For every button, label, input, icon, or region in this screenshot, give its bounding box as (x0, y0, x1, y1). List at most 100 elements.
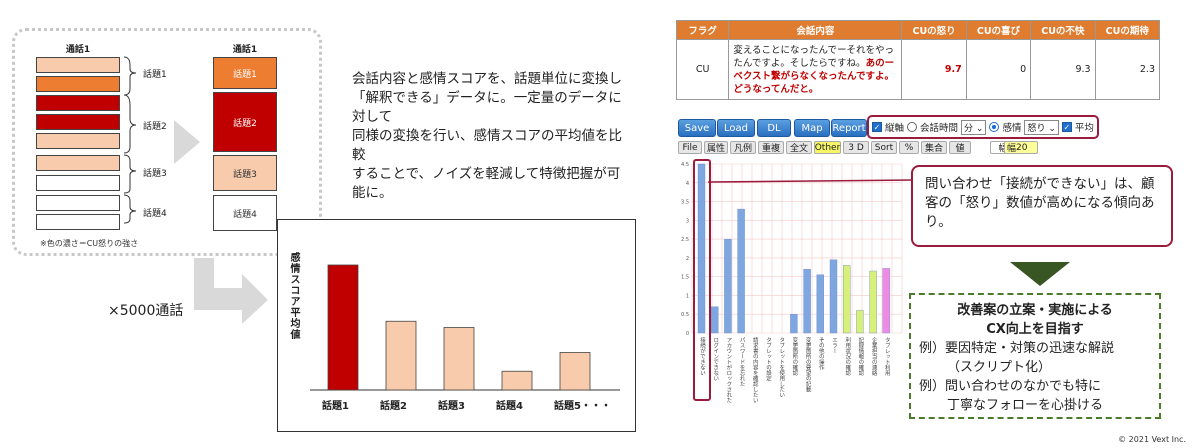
th-flag: フラグ (675, 20, 730, 40)
cell-discomfort: 9.3 (1030, 39, 1096, 100)
tab-10[interactable]: 値 (949, 141, 971, 154)
app-y-tick: 3 (686, 218, 689, 224)
map-button[interactable]: Map (794, 119, 830, 137)
th-anger: CUの怒り (901, 20, 967, 40)
tab-2[interactable]: 凡例 (730, 141, 756, 154)
improve-line-1: 例）要因特定・対策の迅速な解説 (919, 341, 1115, 356)
chart-x-tick: 話題3 (438, 401, 465, 412)
improve-title-2: CX向上を目指す (986, 322, 1084, 337)
app-bar (737, 208, 745, 334)
app-x-label: 接続ができない (699, 336, 706, 376)
bar-chart-svg (310, 264, 620, 391)
topic-block-2: 話題2 (213, 92, 277, 152)
chart-bar (501, 370, 533, 391)
utterance-cell (36, 214, 120, 230)
topic-label-4: 話題4 (143, 209, 167, 219)
utterance-cell (36, 155, 120, 171)
app-x-label: タブレットの設定 (765, 337, 772, 383)
unit-select[interactable]: 分 ⌄ (961, 119, 987, 135)
tab-0[interactable]: File (678, 141, 702, 154)
tab-3[interactable]: 重複 (758, 141, 784, 154)
app-x-label: 変更箇所の要望の記載 (805, 336, 812, 394)
tab-1[interactable]: 属性 (704, 141, 728, 154)
utterance-cell (36, 195, 120, 211)
call-header-right: 通話1 (232, 45, 258, 55)
utterance-cell (36, 57, 120, 73)
width-input[interactable]: 幅 20 (1004, 141, 1038, 154)
cell-expectation: 2.3 (1094, 39, 1161, 100)
callout-pointer (707, 179, 915, 183)
improve-line-2: （スクリプト化） (947, 360, 1052, 375)
emotion-radio[interactable] (989, 122, 1000, 132)
multiplier-label: ×5000通話 (108, 303, 184, 319)
improve-line-3: 例）問い合わせのなかでも特に (919, 379, 1102, 394)
down-right-arrow (194, 258, 268, 324)
average-label: 平均 (1074, 123, 1094, 134)
chart-bar (443, 327, 475, 391)
average-checkbox[interactable]: ✓ (1061, 122, 1072, 132)
app-bar (829, 259, 838, 334)
app-y-tick: 0 (686, 331, 689, 337)
app-x-label: ログインできない (712, 337, 719, 381)
app-y-tick: 0.5 (681, 312, 689, 318)
app-x-label: パスワードを忘れた (739, 337, 746, 387)
app-x-label: タブレットを使用したい (778, 337, 785, 398)
utterance-cell (36, 114, 120, 130)
app-x-label: タブレット利用 (884, 337, 891, 377)
utterance-cell (36, 95, 120, 111)
app-x-label: アカウントがロックされた (725, 337, 732, 404)
app-x-label: 記録情報の確認 (857, 336, 864, 377)
improve-line-4: 丁寧なフォローを心掛ける (947, 398, 1104, 413)
cell-flag: CU (675, 39, 730, 100)
app-x-label: その他の操作 (818, 337, 825, 372)
improvement-box: 改善案の立案・実施による CX向上を目指す 例）要因特定・対策の迅速な解説 （ス… (909, 293, 1161, 419)
app-y-tick: 2.5 (681, 237, 689, 243)
app-y-tick: 2 (686, 256, 689, 262)
app-y-tick: 1 (686, 293, 689, 299)
chart-y-label: 感情スコア平均値 (288, 252, 299, 340)
chart-x-tick: 話題5・・・ (554, 401, 611, 412)
app-x-label: エラー (831, 337, 838, 354)
talk-time-radio[interactable] (907, 122, 918, 132)
braces (123, 56, 137, 224)
conversation-table: フラグ 会話内容 CUの怒り CUの喜び CUの不快 CUの期待 CU 変えるこ… (675, 20, 1161, 100)
tab-6[interactable]: 3 D (843, 141, 869, 154)
vertical-axis-checkbox[interactable]: ✓ (872, 122, 882, 132)
chart-x-tick: 話題4 (496, 401, 523, 412)
tab-8[interactable]: % (899, 141, 919, 154)
topic-label-2: 話題2 (143, 122, 167, 132)
color-note: ※色の濃さ＝CU怒りの強さ (40, 239, 139, 248)
emotion-label: 感情 (1002, 123, 1022, 134)
app-bar (842, 265, 851, 334)
th-content: 会話内容 (728, 20, 903, 40)
down-arrow-green (1010, 262, 1070, 286)
app-y-tick: 3.5 (681, 200, 689, 206)
tab-5[interactable]: Other (814, 141, 841, 154)
tab-7[interactable]: Sort (871, 141, 897, 154)
topic-block-1: 話題1 (213, 57, 277, 89)
app-bar (882, 268, 891, 334)
save-button[interactable]: Save (678, 119, 716, 137)
app-bar (856, 310, 864, 334)
app-bar (816, 274, 825, 334)
dl-button[interactable]: DL (757, 119, 791, 137)
app-bar-chart: 4.5 4 3.5 3 2.5 2 1.5 1 0.5 0 接続ができない ログインできない アカウント… (681, 159, 903, 404)
insight-callout: 問い合わせ「接続ができない」は、顧客の「怒り」数値が高めになる傾向あり。 (911, 165, 1173, 247)
chart-x-tick: 話題1 (322, 401, 349, 412)
app-x-label: 企業担当の連絡 (871, 336, 878, 377)
utterance-cell (36, 175, 120, 191)
utterance-cell (36, 76, 120, 92)
axis-control-group: ✓ 縦軸 会話時間 分 ⌄ 感情 怒り ⌄ ✓ 平均 (867, 115, 1099, 139)
load-button[interactable]: Load (717, 119, 755, 137)
tab-4[interactable]: 全文 (786, 141, 812, 154)
right-arrow (174, 120, 200, 164)
app-x-label: 利用状況の確認 (844, 336, 851, 377)
description-text: 会話内容と感情スコアを、話題単位に変換し 「解釈できる」データに。一定量のデータ… (352, 71, 622, 201)
call-header-left: 通話1 (65, 45, 91, 55)
app-bar (790, 314, 798, 334)
tab-9[interactable]: 集合 (921, 141, 947, 154)
emotion-select[interactable]: 怒り ⌄ (1024, 119, 1059, 135)
report-button[interactable]: Report (831, 119, 867, 137)
app-bar (697, 163, 706, 334)
highlight-box (693, 159, 711, 401)
